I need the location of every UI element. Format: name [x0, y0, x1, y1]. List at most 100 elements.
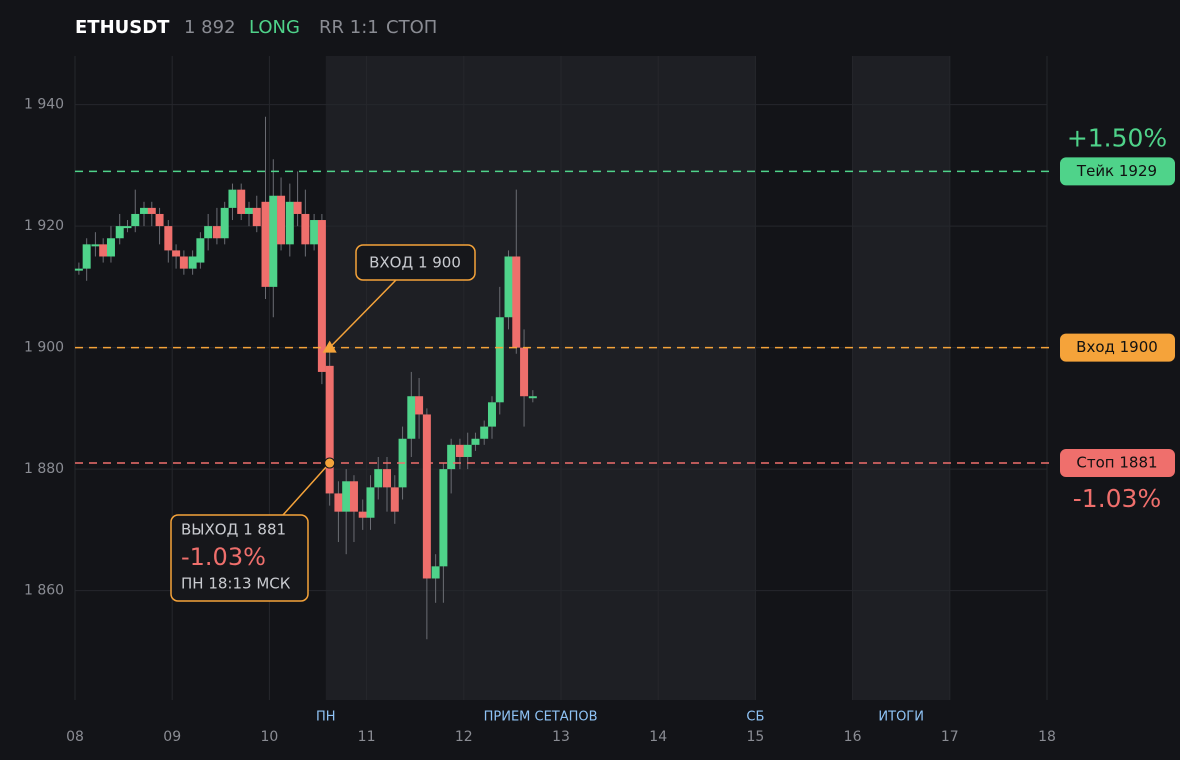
candle-body	[82, 244, 91, 269]
candle-body	[172, 250, 181, 257]
candle-body	[495, 317, 504, 403]
candle-body	[301, 213, 310, 245]
x-tick-label: 15	[746, 729, 764, 745]
candle-body	[383, 469, 392, 488]
candle-body	[131, 213, 140, 227]
candle-body	[431, 566, 440, 579]
candle-body	[407, 396, 416, 439]
candle-body	[366, 487, 375, 518]
status: СТОП	[386, 17, 437, 38]
candle-body	[188, 256, 197, 269]
candle-body	[528, 396, 537, 399]
candle-body	[390, 487, 399, 512]
x-tick-label: 13	[552, 729, 570, 745]
exit-box	[170, 514, 309, 602]
level-change: -1.03%	[1073, 484, 1161, 513]
candle-body	[74, 268, 83, 271]
session-band	[852, 56, 950, 700]
candle-body	[91, 244, 100, 247]
candle-body	[310, 220, 319, 245]
candle-body	[463, 444, 472, 457]
x-tick-label: 18	[1038, 729, 1056, 745]
connector	[282, 462, 331, 516]
candle-body	[269, 195, 278, 287]
candle-body	[374, 469, 383, 488]
y-tick-label: 1 940	[24, 97, 64, 113]
candle-body	[140, 207, 149, 214]
session-label: СБ	[746, 710, 764, 725]
candle-body	[317, 220, 326, 372]
exit-time: ПН 18:13 МСК	[181, 575, 291, 593]
risk-reward: RR 1:1	[319, 17, 379, 38]
candle-body	[480, 426, 489, 439]
price: 1 892	[184, 17, 236, 38]
y-tick-label: 1 880	[24, 461, 64, 477]
x-tick-label: 11	[358, 729, 376, 745]
candle-body	[155, 213, 164, 227]
y-tick-label: 1 860	[24, 583, 64, 599]
x-tick-label: 14	[649, 729, 667, 745]
side: LONG	[249, 17, 300, 38]
level-change: +1.50%	[1067, 123, 1167, 152]
y-tick-label: 1 920	[24, 218, 64, 234]
level-pill	[1060, 157, 1175, 186]
entry-label: ВХОД 1 900	[369, 254, 461, 272]
level-pill	[1060, 333, 1175, 362]
candle-body	[439, 469, 448, 567]
level-pill	[1060, 449, 1175, 478]
x-tick-label: 09	[163, 729, 181, 745]
session-label: ИТОГИ	[878, 710, 924, 725]
candle-body	[334, 493, 343, 512]
candle-body	[325, 365, 334, 494]
session-band	[325, 56, 756, 700]
candle-body	[504, 256, 513, 318]
session-label: ПРИЕМ СЕТАПОВ	[484, 710, 598, 725]
exit-result: -1.03%	[181, 543, 266, 571]
candle-body	[115, 226, 124, 239]
candle-body	[342, 481, 351, 512]
candle-body	[422, 414, 431, 579]
candle-body	[349, 481, 358, 512]
candle-body	[237, 189, 246, 214]
candle-body	[285, 201, 294, 245]
candle-body	[99, 244, 108, 257]
session-label: ПН	[316, 710, 336, 725]
candle-body	[147, 207, 156, 214]
candle-body	[244, 207, 253, 214]
level-label: Стоп 1881	[1076, 454, 1157, 472]
candle-body	[164, 226, 173, 251]
exit-label: ВЫХОД 1 881	[181, 521, 286, 539]
candle-body	[358, 511, 367, 518]
candle-body	[179, 256, 188, 269]
candle-body	[204, 226, 213, 239]
candle-body	[293, 201, 302, 214]
x-tick-label: 10	[260, 729, 278, 745]
candle-body	[212, 226, 221, 239]
candle-body	[277, 195, 286, 245]
candle-body	[220, 207, 229, 239]
candle-body	[123, 226, 132, 229]
exit-marker	[324, 457, 336, 469]
candle-body	[520, 347, 529, 397]
candle-body	[471, 438, 480, 445]
candle-body	[252, 207, 261, 227]
x-tick-label: 17	[941, 729, 959, 745]
candle-body	[415, 396, 424, 415]
candle-body	[261, 201, 270, 287]
symbol: ETHUSDT	[75, 17, 170, 38]
entry-box	[355, 244, 476, 281]
candle-body	[196, 238, 205, 263]
connector	[329, 279, 397, 349]
x-tick-label: 08	[66, 729, 84, 745]
candle-body	[447, 444, 456, 470]
y-tick-label: 1 900	[24, 340, 64, 356]
x-tick-label: 12	[455, 729, 473, 745]
x-tick-label: 16	[844, 729, 862, 745]
level-label: Тейк 1929	[1076, 162, 1157, 180]
candle-body	[228, 189, 237, 208]
candle-body	[106, 238, 115, 257]
plot: 08 09 10 11 12 13 14 15 16 17 18 1 860 1 880 1 900 1 9…	[24, 56, 1175, 745]
level-label: Вход 1900	[1076, 338, 1158, 356]
candle-body	[455, 444, 464, 457]
